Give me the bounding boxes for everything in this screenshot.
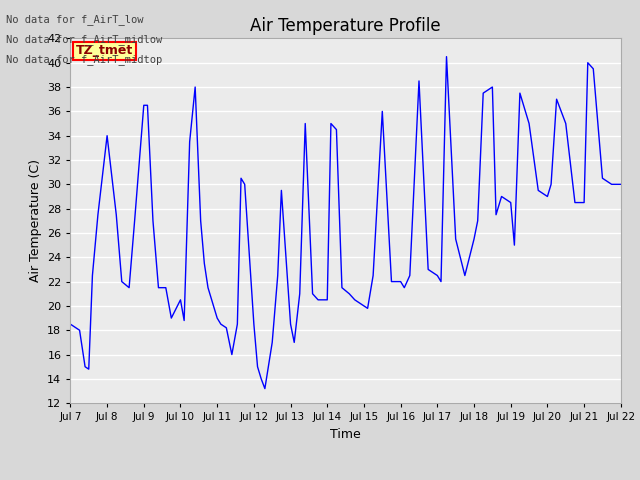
Title: Air Temperature Profile: Air Temperature Profile [250,17,441,36]
Y-axis label: Air Temperature (C): Air Temperature (C) [29,159,42,282]
Text: No data for f_AirT_low: No data for f_AirT_low [6,13,144,24]
X-axis label: Time: Time [330,428,361,441]
Text: TZ_tmet: TZ_tmet [76,45,133,58]
Legend: AirT 22m: AirT 22m [292,476,399,480]
Text: No data for f_AirT_midtop: No data for f_AirT_midtop [6,54,163,65]
Text: No data for f_AirT_midlow: No data for f_AirT_midlow [6,34,163,45]
